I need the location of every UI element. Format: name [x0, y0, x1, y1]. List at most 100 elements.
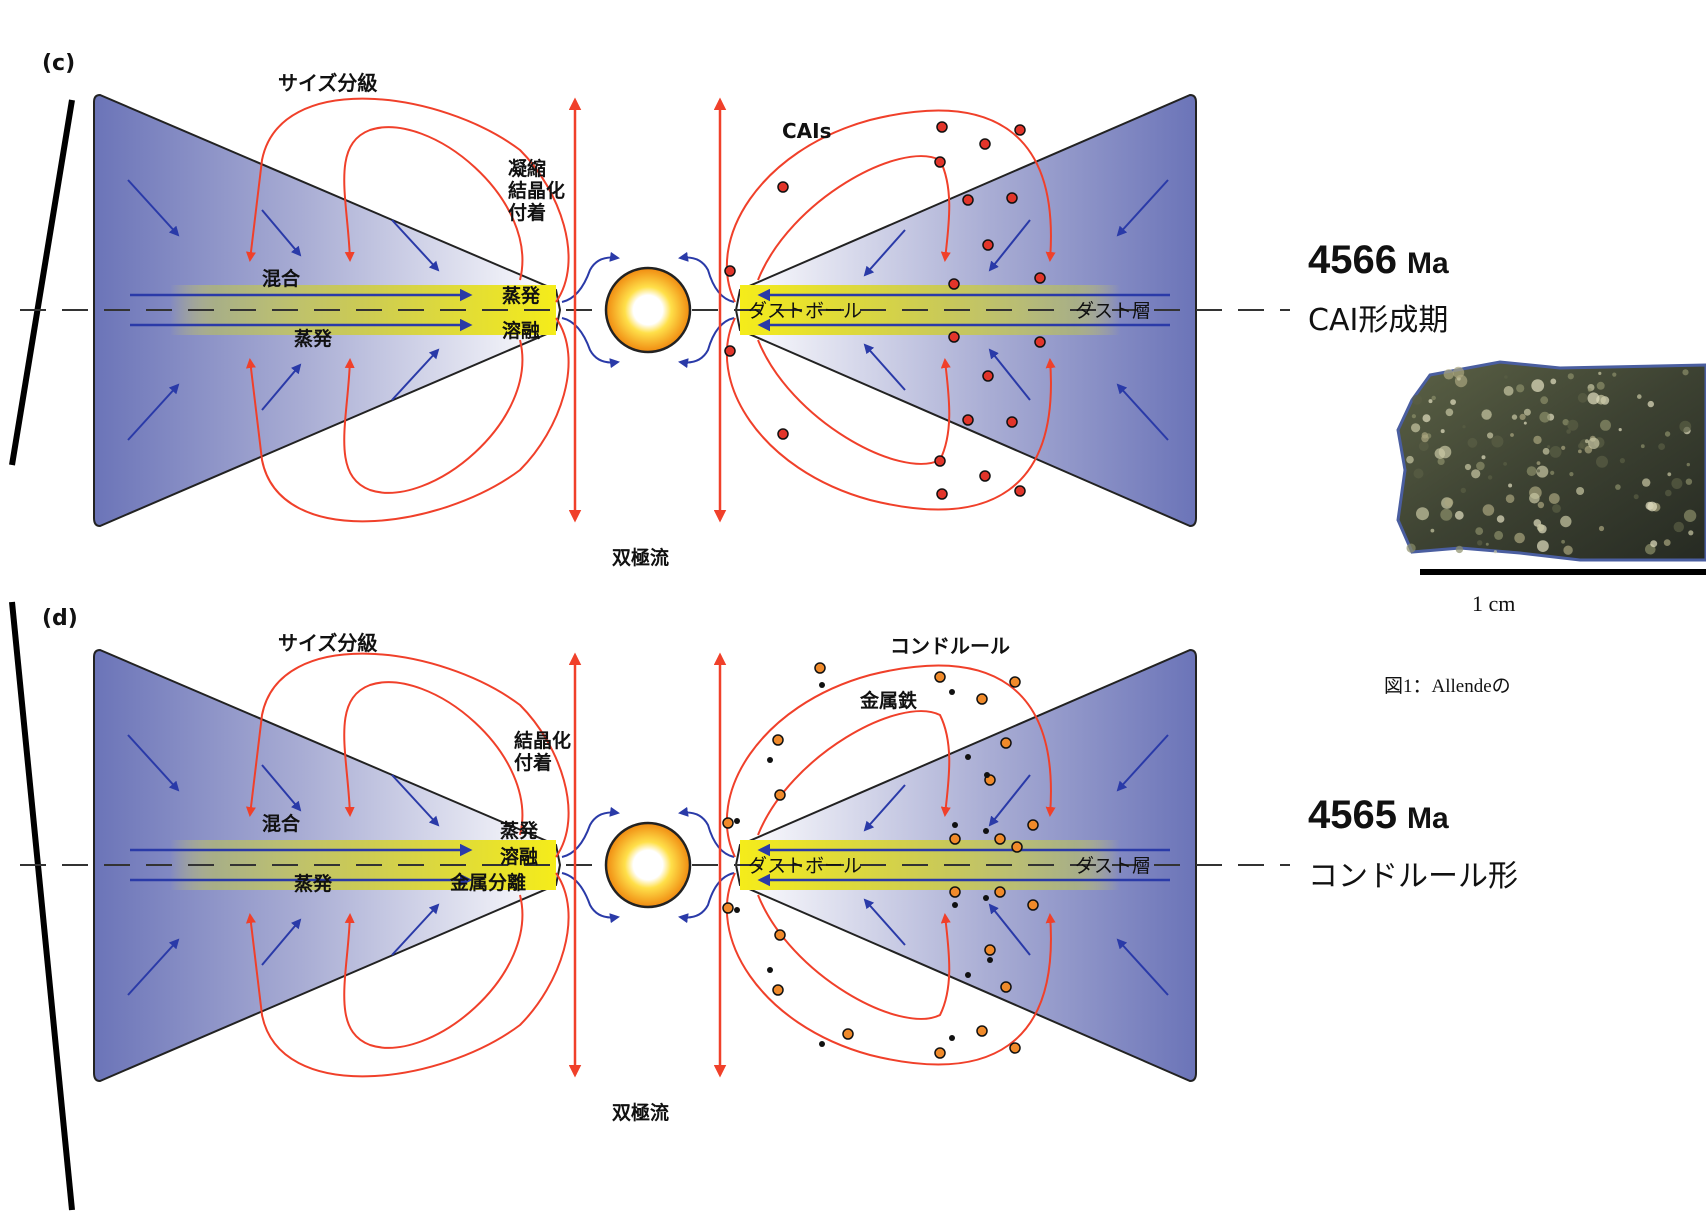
- metal-iron-dot: [819, 1041, 825, 1047]
- chondrule-speck: [1406, 543, 1416, 553]
- dust-ball-label: ダストボール: [748, 300, 862, 322]
- chondrule-speck: [1421, 432, 1429, 439]
- cai-dot: [1034, 272, 1046, 284]
- chondrule-dot: [976, 693, 988, 705]
- chondrule-speck: [1406, 455, 1414, 464]
- chondrule-speck: [1526, 466, 1537, 476]
- chondrule-speck: [1476, 461, 1485, 471]
- evaporation-label: 蒸発: [294, 872, 333, 895]
- chondrule-speck: [1493, 550, 1497, 554]
- chondrule-particles: [722, 662, 1039, 1059]
- chondrule-speck: [1537, 501, 1545, 509]
- chondrule-dot: [774, 929, 786, 941]
- evaporation-label: 蒸発: [294, 327, 333, 350]
- chondrule-dot: [774, 789, 786, 801]
- chondrule-speck: [1482, 504, 1495, 516]
- chondrule-speck: [1682, 369, 1689, 376]
- chondrule-speck: [1679, 420, 1692, 433]
- chondrule-speck: [1523, 421, 1527, 425]
- metal-iron-dot: [983, 828, 989, 834]
- metal-iron-dot: [952, 822, 958, 828]
- chondrule-speck: [1519, 413, 1526, 420]
- size-sorting-label: サイズ分級: [278, 631, 377, 655]
- age-4566: 4566 Ma: [1308, 238, 1449, 282]
- cai-dot: [948, 331, 960, 343]
- chondrule-speck: [1487, 475, 1493, 480]
- chondrule-speck: [1596, 381, 1605, 390]
- chondrule-speck: [1671, 478, 1683, 489]
- cai-dot: [1014, 124, 1026, 136]
- chondrule-speck: [1577, 392, 1588, 403]
- metal-separation-label: 金属分離: [449, 871, 526, 894]
- chondrule-speck: [1647, 501, 1658, 512]
- chondrule-speck: [1550, 470, 1555, 475]
- chondrule-speck: [1547, 445, 1551, 449]
- metal-iron-dot: [983, 895, 989, 901]
- chondrule-speck: [1642, 478, 1651, 487]
- chondrule-dot: [1000, 737, 1012, 749]
- chondrule-dot: [722, 817, 734, 829]
- metal-iron-dot: [965, 754, 971, 760]
- chondrule-speck: [1462, 425, 1466, 429]
- chondrule-speck: [1412, 394, 1423, 405]
- chondrule-speck: [1640, 444, 1645, 449]
- chondrule-dot: [1011, 841, 1023, 853]
- chondrule-dot: [934, 671, 946, 683]
- chondrule-dot: [949, 833, 961, 845]
- cai-particles: [724, 121, 1046, 500]
- chondrule-speck: [1683, 509, 1697, 522]
- chondrule-speck: [1505, 494, 1515, 504]
- chondrule-speck: [1416, 507, 1429, 521]
- chondrule-speck: [1566, 429, 1571, 434]
- chondrule-speck: [1422, 414, 1431, 423]
- chondrule-speck: [1561, 445, 1566, 450]
- dust-layer-label: ダスト層: [1075, 300, 1151, 322]
- chondrule-speck: [1567, 373, 1574, 380]
- accretion-label: 付着: [514, 751, 552, 774]
- chondrule-speck: [1430, 528, 1435, 533]
- chondrule-dot: [722, 902, 734, 914]
- chondrule-speck: [1487, 432, 1494, 439]
- chondrule-speck: [1549, 446, 1562, 458]
- chondrule-dot: [842, 1028, 854, 1040]
- chondrule-speck: [1536, 469, 1541, 473]
- chondrule-speck: [1531, 379, 1545, 392]
- chondrule-speck: [1619, 458, 1625, 464]
- chondrule-speck: [1529, 492, 1540, 504]
- chondrule-speck: [1560, 515, 1572, 528]
- chondrule-speck: [1445, 408, 1454, 417]
- left-bracket-bottom: [9, 601, 75, 1211]
- chondrule-speck: [1540, 396, 1549, 405]
- chondrule-speck: [1431, 395, 1436, 401]
- cai-dot: [962, 194, 974, 206]
- chondrule-speck: [1496, 515, 1505, 523]
- panel-letter: (c): [42, 51, 75, 76]
- chondrule-speck: [1598, 371, 1602, 375]
- chondrule-dot: [1000, 981, 1012, 993]
- metal-iron-dot: [767, 967, 773, 973]
- cai-dot: [724, 345, 736, 357]
- chondrule-speck: [1477, 540, 1483, 546]
- chondrule-speck: [1650, 540, 1658, 548]
- left-bracket-top: [9, 99, 75, 466]
- metal-iron-dot: [952, 902, 958, 908]
- size-sorting-label: サイズ分級: [278, 71, 377, 95]
- metal-iron-dot: [949, 689, 955, 695]
- cai-dot: [979, 138, 991, 150]
- chondrule-speck: [1418, 441, 1429, 452]
- chondrule-speck: [1467, 437, 1478, 448]
- chondrules-label: コンドルール: [890, 634, 1010, 658]
- chondrule-speck: [1600, 419, 1611, 431]
- metal-iron-dot: [984, 772, 990, 778]
- cai-dot: [948, 278, 960, 290]
- evaporation-inner-label: 蒸発: [500, 819, 539, 842]
- metal-iron-dot: [949, 1035, 955, 1041]
- crystallization-label: 結晶化: [508, 179, 565, 202]
- chondrule-speck: [1510, 433, 1514, 437]
- metal-iron-dot: [987, 957, 993, 963]
- chondrule-speck: [1673, 521, 1685, 533]
- chondrule-speck: [1494, 530, 1504, 540]
- cai-dot: [982, 370, 994, 382]
- cai-dot: [936, 488, 948, 500]
